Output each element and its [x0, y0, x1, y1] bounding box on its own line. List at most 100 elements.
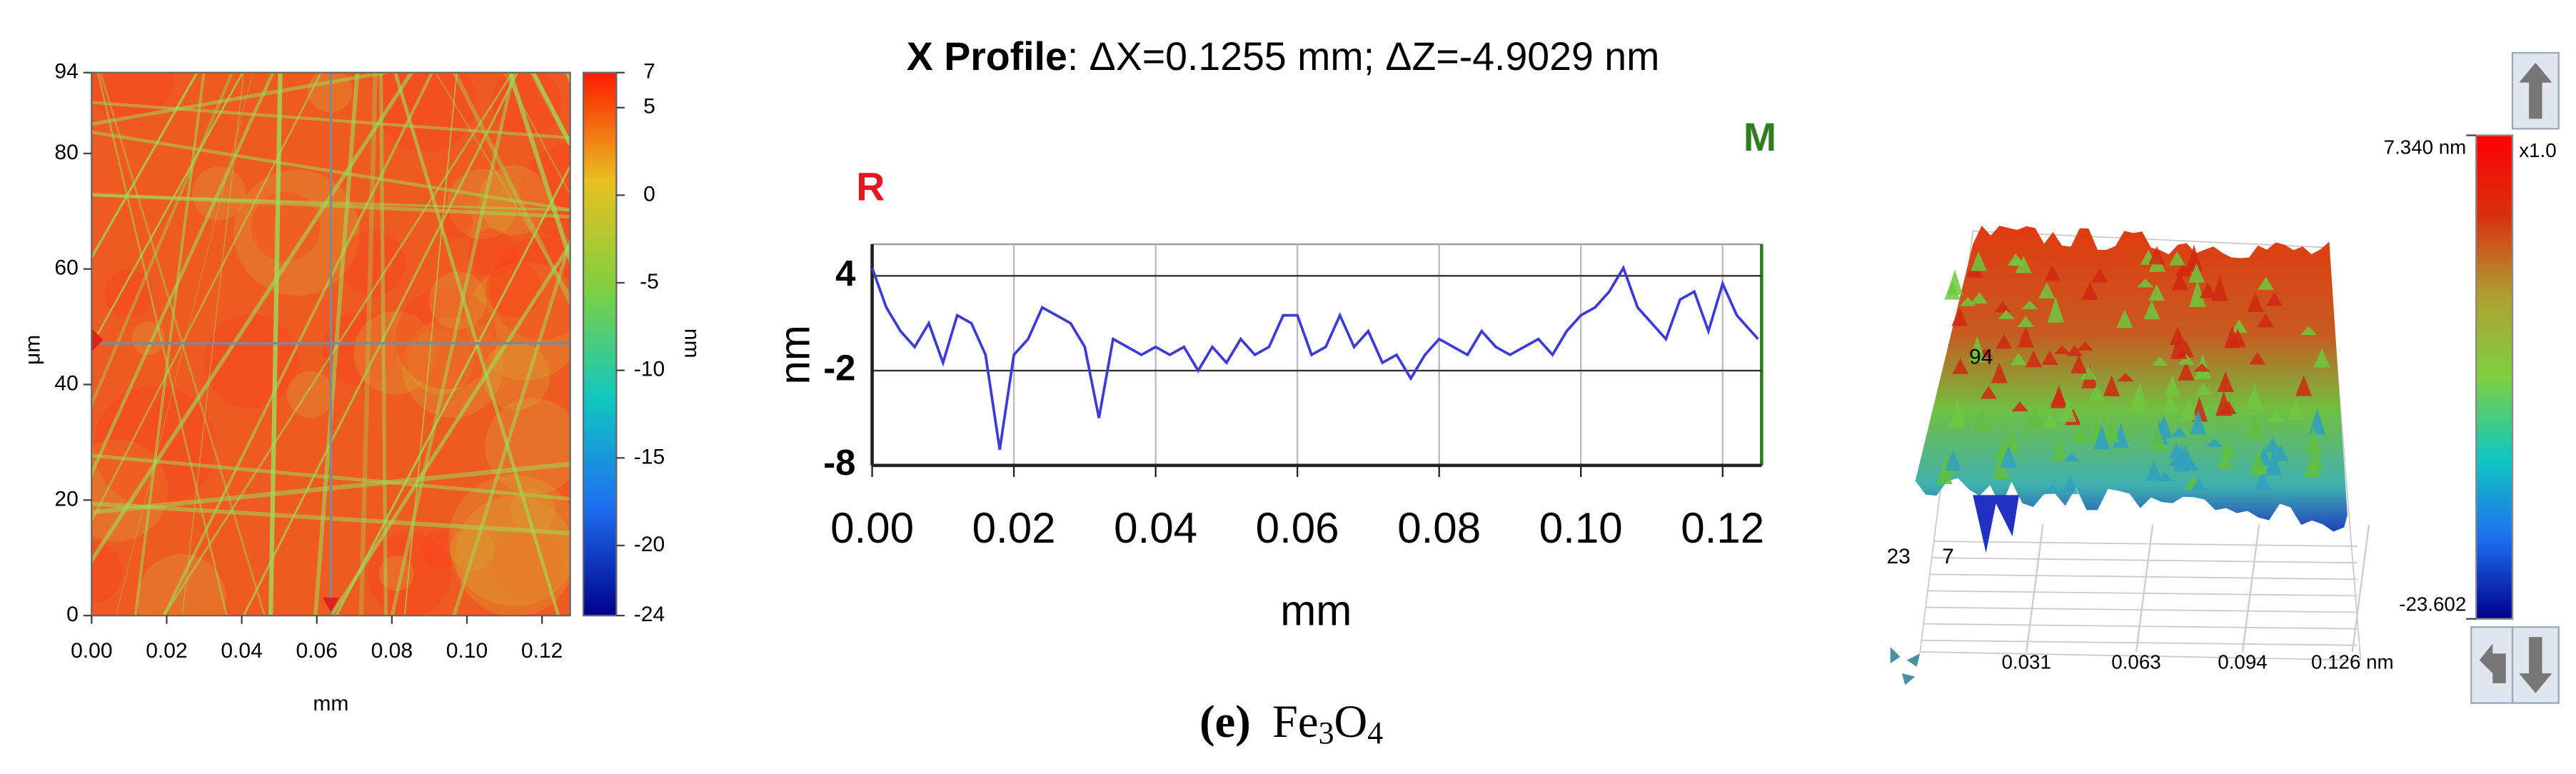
floor-grid	[1927, 590, 2358, 597]
scratch	[452, 72, 570, 307]
surface-peak	[2148, 283, 2165, 301]
surface-peak	[2247, 292, 2264, 312]
profile-line	[870, 264, 1759, 450]
map-texture	[91, 541, 123, 604]
surface-peak	[2051, 385, 2068, 408]
surface-peak	[2103, 375, 2120, 396]
scratch	[508, 72, 570, 266]
x-tick-label: 0.08	[371, 639, 413, 663]
formula-part: Fe	[1272, 695, 1319, 747]
surface-peak	[2249, 352, 2266, 365]
y-tick-label: 40	[54, 371, 78, 395]
floor-grid	[2241, 524, 2260, 653]
map-texture	[203, 314, 298, 408]
surface-peak	[2051, 436, 2068, 462]
surface-peak	[2047, 296, 2064, 323]
surface-peak	[2305, 426, 2322, 454]
surface-peak	[2185, 244, 2203, 271]
cursor-label: R	[856, 164, 885, 208]
colorbar-label: nm	[680, 328, 703, 358]
map-texture	[428, 271, 487, 330]
x-tick-label: 0.02	[972, 504, 1056, 552]
map-texture	[137, 554, 226, 616]
surface-peak	[1996, 333, 2013, 349]
surface-peak	[2117, 373, 2134, 382]
surface-peak	[1968, 336, 1986, 363]
rotate-up-button[interactable]	[2511, 51, 2560, 130]
arrow-icon[interactable]	[2519, 62, 2552, 119]
surface-peak	[2219, 441, 2236, 457]
surface-peak	[2062, 475, 2079, 495]
x-tick-label: 0.094	[2218, 650, 2267, 673]
surface-peak	[1971, 291, 1988, 304]
floor-grid	[1923, 623, 2358, 630]
y-tick-label: -8	[823, 442, 855, 483]
colorbar-tick-label: -23.602	[2399, 593, 2466, 615]
surface-peak	[2258, 276, 2275, 290]
surface-peak	[2178, 361, 2195, 381]
y-tick-label: 60	[54, 256, 78, 280]
surface-peak	[2175, 262, 2192, 276]
x-tick-label: 0.12	[521, 639, 563, 663]
surface-peak	[2230, 319, 2248, 333]
x-tick-label: 0.10	[1539, 504, 1623, 552]
surface-peak	[2161, 393, 2178, 413]
surface-peak	[2025, 350, 2042, 368]
surface-peak	[2044, 485, 2061, 494]
surface-peak	[2145, 461, 2163, 481]
formula-subscript: 4	[1367, 716, 1383, 750]
surface-peak	[2038, 282, 2056, 298]
map-texture	[448, 474, 570, 606]
y-tick-label: 0	[66, 603, 79, 626]
scratch	[0, 39, 94, 648]
surface-peak	[2137, 278, 2154, 288]
surface-peak	[1994, 301, 2011, 313]
x-tick-label: 0.06	[1256, 504, 1339, 552]
surface-peak	[2287, 397, 2304, 421]
arrow-icon[interactable]	[2519, 637, 2552, 693]
title-detail: : ΔX=0.1255 mm; ΔZ=-4.9029 nm	[1067, 34, 1659, 79]
surface-peak	[2011, 401, 2028, 412]
surface-peak	[2264, 437, 2281, 453]
map-texture	[450, 527, 494, 571]
surface-peak	[2053, 345, 2071, 354]
surface-peak	[2170, 427, 2188, 438]
surface-peak	[2211, 275, 2228, 301]
caption-label: (e)	[1199, 695, 1251, 747]
surface-peak	[2043, 265, 2061, 281]
x-tick-label: 0.08	[1397, 504, 1481, 552]
surface-drip	[1973, 495, 2019, 553]
floor-grid	[1929, 573, 2358, 580]
floor-grid	[2351, 524, 2370, 653]
surface-peak	[2000, 445, 2017, 468]
colorbar-tick-label: 5	[643, 95, 655, 119]
scratch	[434, 72, 570, 297]
arrow-icon[interactable]	[2479, 643, 2506, 683]
floor-grid	[1921, 639, 2358, 646]
formula-part: O	[1334, 695, 1368, 747]
colorbar-tick-label: -20	[634, 533, 665, 556]
rotate-down-button[interactable]	[2511, 626, 2560, 704]
surface-peak	[2041, 350, 2058, 366]
map-texture	[251, 191, 321, 261]
surface-peak	[2072, 421, 2089, 443]
surface-peak	[2059, 398, 2077, 422]
surface-peak	[2189, 279, 2206, 307]
chart-title: X Profile: ΔX=0.1255 mm; ΔZ=-4.9029 nm	[907, 34, 1660, 79]
y-axis-label: μm	[21, 335, 44, 365]
rotate-left-button[interactable]	[2470, 626, 2514, 704]
scale-label: x1.0	[2519, 139, 2556, 161]
x-tick-label: 0.06	[296, 639, 338, 663]
x-tick-label: 0.00	[71, 639, 112, 663]
surface-peak	[2063, 453, 2081, 462]
map-texture	[421, 530, 461, 569]
title-main: X Profile	[907, 34, 1067, 79]
surface-peak	[1970, 251, 1987, 271]
surface-peak	[2148, 246, 2165, 265]
y-tick-label: -2	[823, 347, 855, 388]
surface-peak	[1949, 399, 1966, 428]
scratch	[503, 72, 570, 196]
surface-peak	[2091, 268, 2108, 283]
map-texture	[339, 230, 406, 296]
